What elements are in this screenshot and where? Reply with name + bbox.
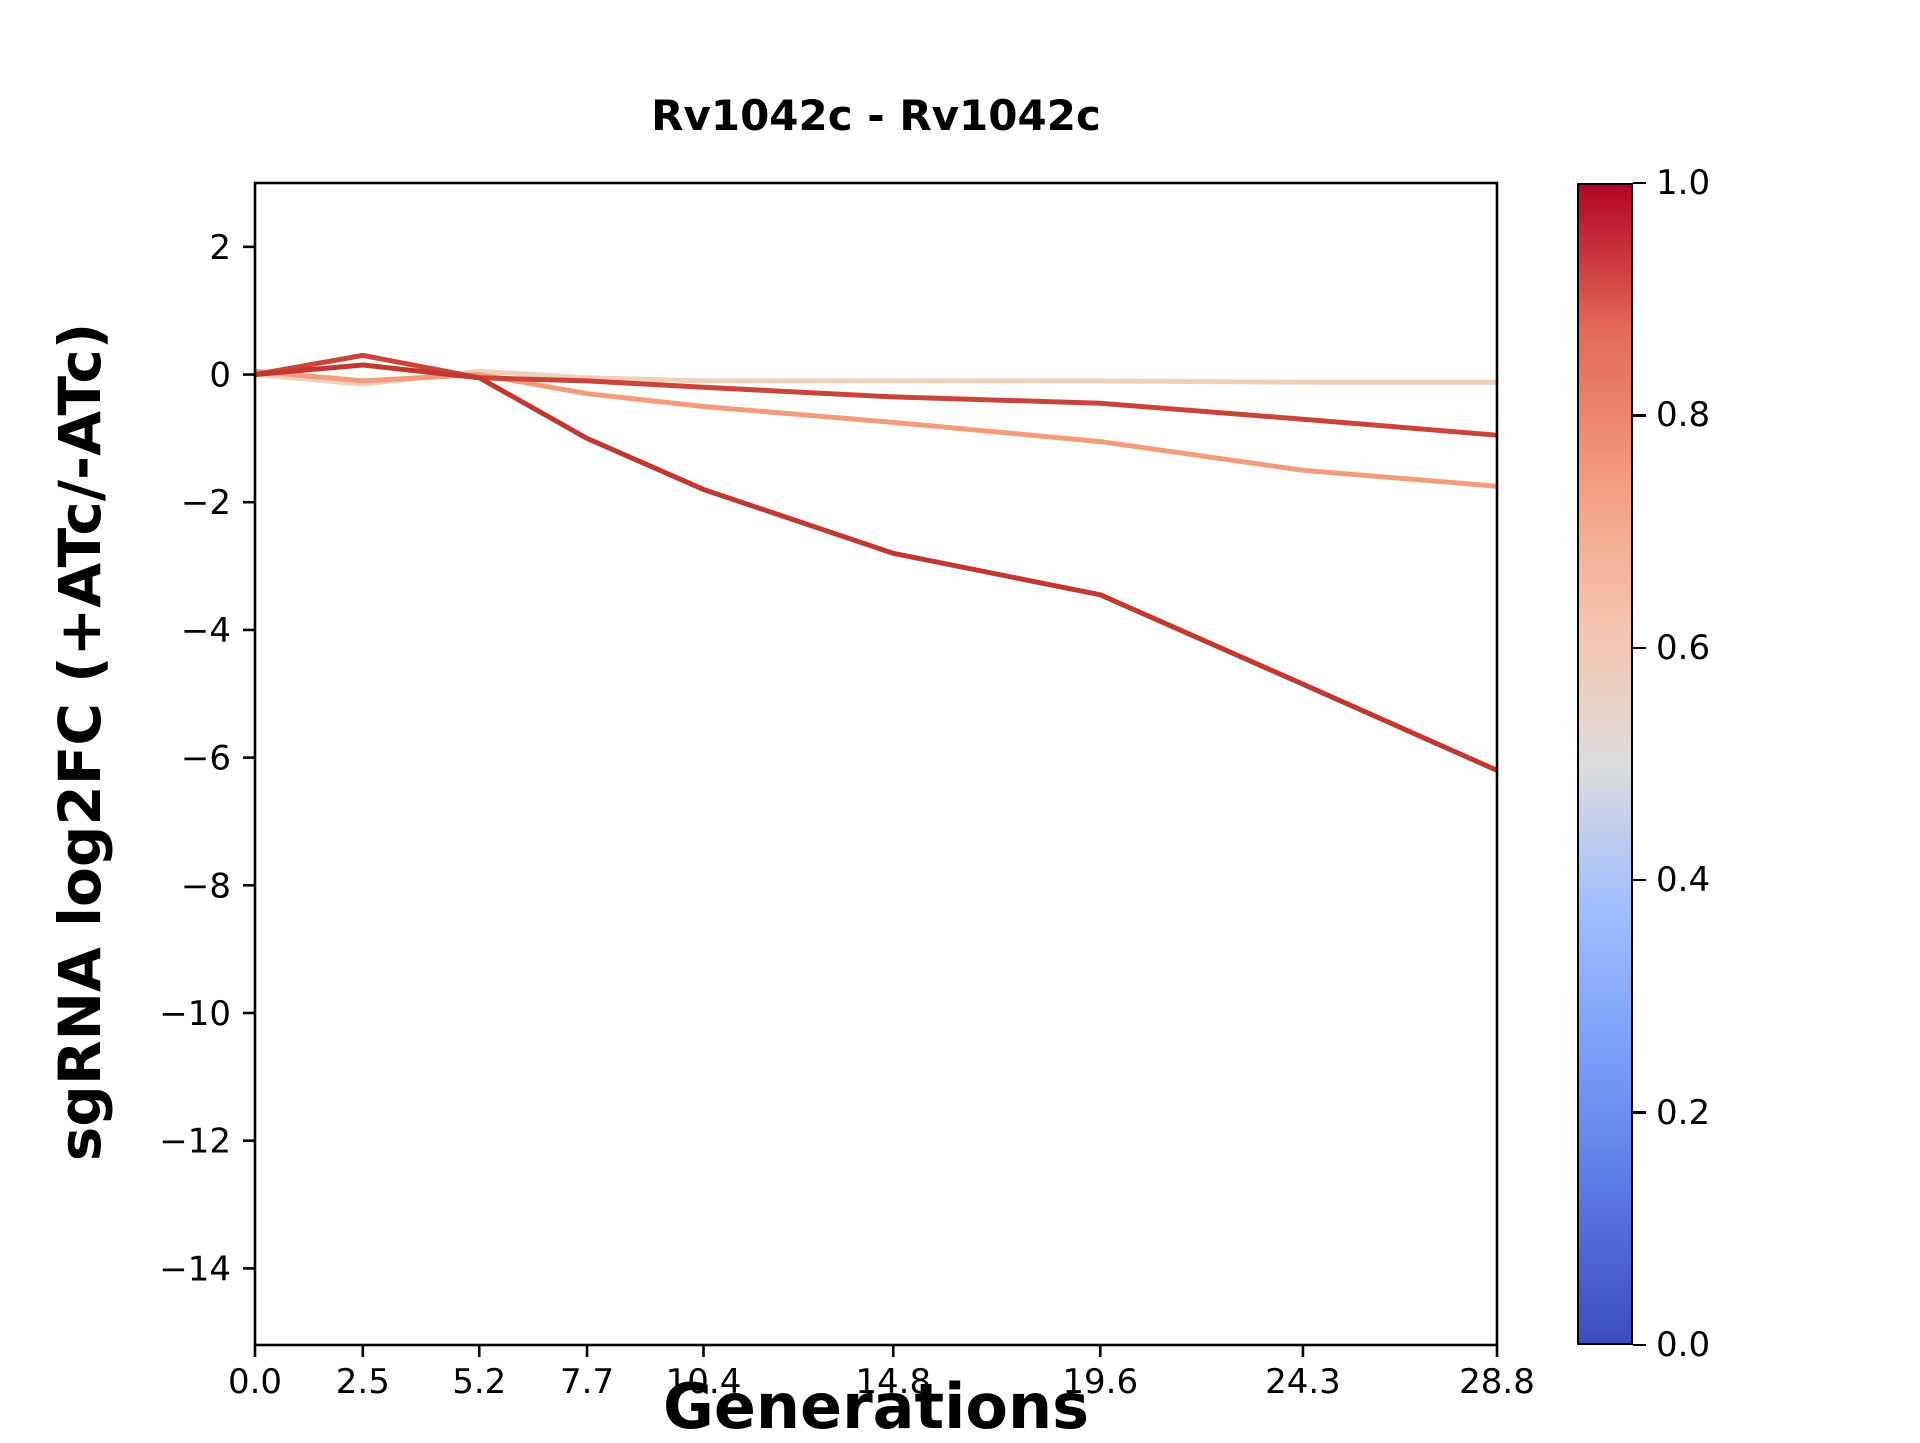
colorbar-tick-label: 0.4 [1656,860,1711,901]
x-tick-label: 28.8 [1459,1362,1535,1402]
y-tick-label: −10 [159,994,231,1034]
x-tick-label: 0.0 [228,1362,282,1402]
colorbar-tick [1633,1343,1646,1347]
series-line-salmon [254,368,1498,489]
series-line-red [254,352,1498,438]
x-tick-label: 14.8 [855,1362,931,1402]
chart-title: Rv1042c - Rv1042c [651,91,1101,140]
colorbar-tick-label: 0.2 [1656,1092,1711,1133]
x-axis-label: Generations [662,1370,1090,1443]
y-tick-label: −2 [181,483,231,523]
y-tick-label: −4 [181,611,231,651]
x-tick-label: 24.3 [1265,1362,1341,1402]
colorbar-tick [1633,646,1646,650]
colorbar [1577,183,1633,1345]
x-tick-label: 7.7 [560,1362,614,1402]
y-tick-label: −8 [181,866,231,906]
colorbar-tick [1633,1111,1646,1114]
colorbar-tick-label: 0.0 [1656,1325,1711,1365]
x-tick-label: 5.2 [452,1362,506,1402]
y-tick-label: −6 [181,739,231,779]
series-line-darkred [254,362,1499,773]
x-tick-label: 19.6 [1062,1362,1138,1402]
y-tick-label: 0 [209,356,231,396]
colorbar-tick-label: 0.8 [1656,395,1711,436]
colorbar-gradient [1579,185,1631,1343]
colorbar-tick [1633,181,1646,185]
y-tick-label: −14 [159,1249,231,1289]
y-tick-label: −12 [159,1122,231,1162]
x-tick-label: 2.5 [336,1362,390,1402]
colorbar-tick-label: 0.6 [1656,627,1711,668]
y-tick-label: 2 [209,228,231,268]
colorbar-tick [1633,414,1646,417]
colorbar-tick [1633,878,1646,882]
x-tick-label: 10.4 [666,1362,742,1402]
axes-frame [253,181,1499,1347]
colorbar-tick-label: 1.0 [1656,163,1711,203]
